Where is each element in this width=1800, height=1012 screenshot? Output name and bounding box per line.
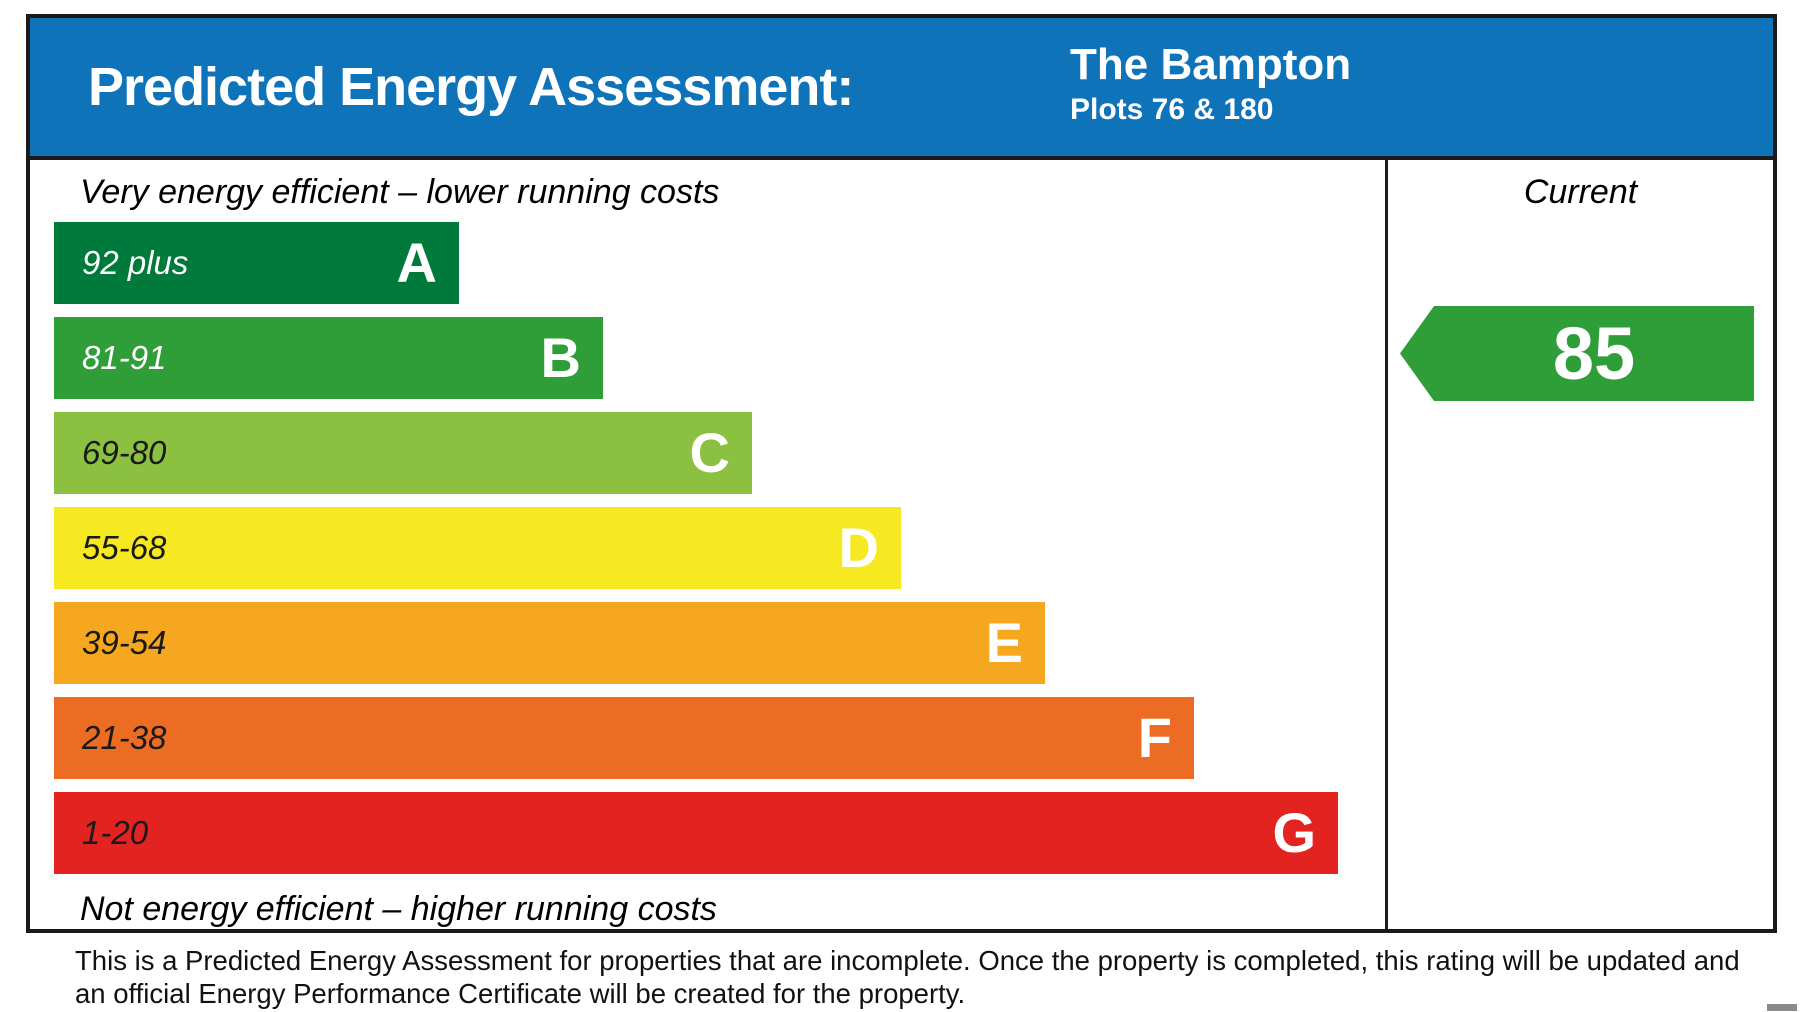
band-range-label: 92 plus xyxy=(82,244,189,281)
certificate-header: Predicted Energy Assessment: The Bampton… xyxy=(30,18,1773,160)
home-identifier: The Bampton Plots 76 & 180 xyxy=(1070,40,1351,128)
band-row-b: 81-91 B xyxy=(54,317,603,399)
band-row-f: 21-38 F xyxy=(54,697,1194,779)
band-range-label: 1-20 xyxy=(82,814,149,851)
page-corner-fragment xyxy=(1767,1004,1797,1011)
band-letter: G xyxy=(1272,801,1316,864)
band-range-label: 21-38 xyxy=(82,719,167,756)
current-rating-value: 85 xyxy=(1552,312,1636,395)
band-row-c: 69-80 C xyxy=(54,412,752,494)
top-caption: Very energy efficient – lower running co… xyxy=(80,173,720,211)
band-row-a: 92 plus A xyxy=(54,222,459,304)
band-letter: C xyxy=(689,421,730,484)
band-range-label: 39-54 xyxy=(82,624,167,661)
band-letter: D xyxy=(838,516,879,579)
band-letter: F xyxy=(1137,706,1172,769)
band-range-label: 81-91 xyxy=(82,339,167,376)
band-row-d: 55-68 D xyxy=(54,507,901,589)
band-letter: A xyxy=(396,231,437,294)
disclaimer-text: This is a Predicted Energy Assessment fo… xyxy=(75,945,1740,1009)
plot-numbers: Plots 76 & 180 xyxy=(1070,93,1274,126)
predicted-energy-assessment-certificate: Predicted Energy Assessment: The Bampton… xyxy=(26,14,1777,933)
page-title: Predicted Energy Assessment: xyxy=(88,57,854,117)
band-letter: E xyxy=(985,611,1023,674)
band-range-label: 69-80 xyxy=(82,434,167,471)
current-column-header: Current xyxy=(1523,173,1638,211)
bands-panel: Very energy efficient – lower running co… xyxy=(30,160,1388,929)
band-row-g: 1-20 G xyxy=(54,792,1338,874)
current-rating-panel: Current 85 xyxy=(1388,160,1773,929)
left-arrow-icon xyxy=(1400,306,1754,401)
development-name: The Bampton xyxy=(1070,40,1352,89)
band-letter: B xyxy=(540,326,581,389)
band-range-label: 55-68 xyxy=(82,529,167,566)
bottom-caption: Not energy efficient – higher running co… xyxy=(80,890,717,928)
rating-chart-area: Very energy efficient – lower running co… xyxy=(30,160,1773,929)
band-row-e: 39-54 E xyxy=(54,602,1045,684)
current-rating-arrow: 85 xyxy=(1400,306,1754,401)
